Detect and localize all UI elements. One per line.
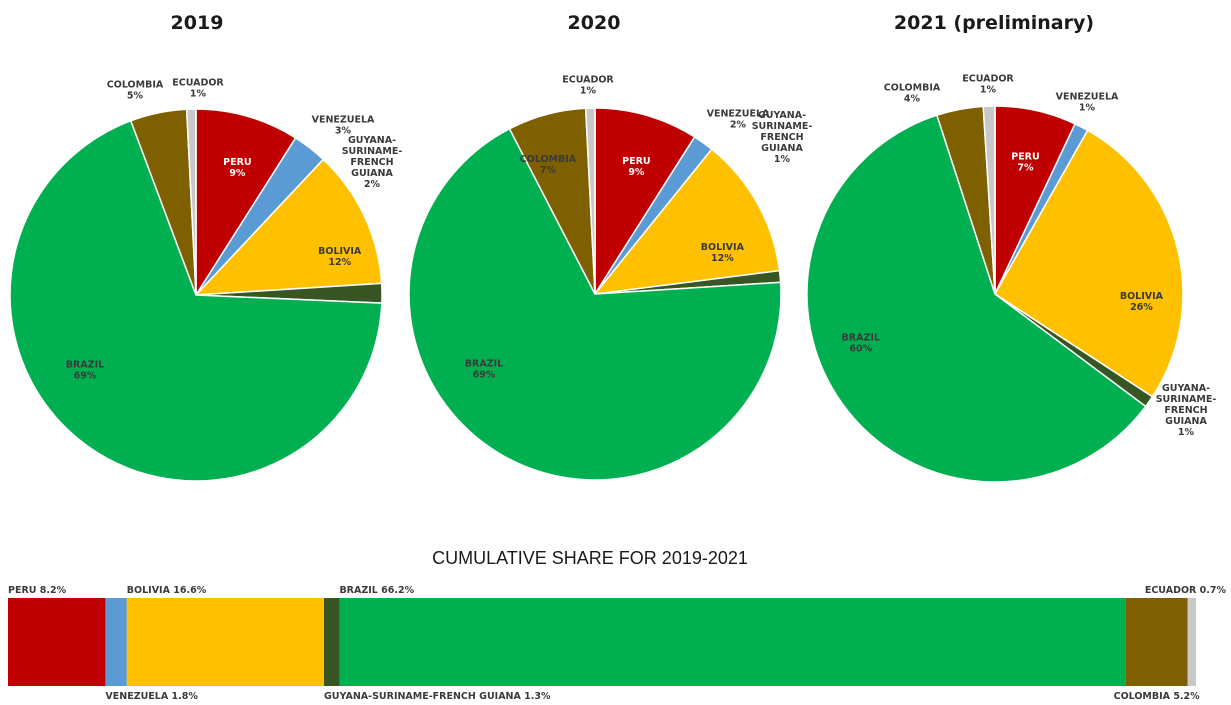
pie-2021: PERU 7% VENEZUELA 1% BOLIVIA 26% GUYANA-SURINA… — [806, 74, 1217, 483]
pie-label-colombia: COLOMBIA 4% — [884, 83, 941, 105]
bar-segment-ecuador — [1187, 598, 1196, 686]
pie-slice-brazil — [806, 114, 1147, 483]
pie-label-ecuador: ECUADOR 1% — [962, 74, 1014, 96]
pie-label-bolivia: BOLIVIA 12% — [318, 246, 362, 268]
pie-label-guyana-suriname-french-guiana: GUYANA-SURINAME-FRENCH GUIANA 2% — [342, 135, 403, 190]
pie-label-peru: PERU 7% — [1011, 152, 1039, 174]
pie-slice-bolivia — [593, 148, 781, 295]
bar-label-colombia: COLOMBIA 5.2% — [1114, 691, 1201, 702]
pie-slice-bolivia — [994, 129, 1184, 398]
bar-label-peru: PERU 8.2% — [8, 585, 67, 596]
pie-slice-ecuador — [185, 108, 197, 296]
bar-label-bolivia: BOLIVIA 16.6% — [127, 585, 207, 596]
pie-2019-title: 2019 — [171, 12, 224, 34]
pie-slice-brazil — [408, 127, 782, 481]
bar-segment-bolivia — [126, 598, 325, 686]
pie-label-colombia: COLOMBIA 7% — [520, 154, 577, 176]
pie-label-guyana-suriname-french-guiana: GUYANA-SURINAME-FRENCH GUIANA 1% — [1156, 383, 1217, 438]
pie-label-bolivia: BOLIVIA 26% — [1120, 291, 1164, 313]
pie-label-brazil: BRAZIL 69% — [465, 358, 503, 380]
bar-label-ecuador: ECUADOR 0.7% — [1145, 585, 1227, 596]
bar-segment-peru — [8, 598, 106, 686]
pie-label-venezuela: VENEZUELA 3% — [312, 115, 375, 137]
pie-2019: PERU 9% VENEZUELA 3% BOLIVIA 12% GUYANA-SURINA… — [9, 78, 403, 482]
bar-segment-brazil — [339, 598, 1126, 686]
pie-label-brazil: BRAZIL 69% — [66, 359, 104, 381]
bar-label-venezuela: VENEZUELA 1.8% — [105, 691, 198, 702]
bar-segment-guyana-suriname-french-guiana — [324, 598, 340, 686]
pie-slice-ecuador — [584, 107, 596, 295]
pie-label-guyana-suriname-french-guiana: GUYANA-SURINAME-FRENCH GUIANA 1% — [752, 110, 813, 165]
pie-slice-peru — [195, 108, 297, 298]
pie-slice-brazil — [9, 119, 383, 482]
pie-slice-peru — [594, 107, 696, 297]
bar-segment-venezuela — [105, 598, 127, 686]
pie-label-venezuela: VENEZUELA 2% — [707, 109, 770, 131]
bar-label-guyana-suriname-french-guiana: GUYANA-SURINAME-FRENCH GUIANA 1.3% — [324, 691, 551, 702]
pie-label-colombia: COLOMBIA 5% — [107, 80, 164, 102]
pie-slice-ecuador — [982, 105, 996, 295]
pie-label-ecuador: ECUADOR 1% — [562, 75, 614, 97]
pie-label-peru: PERU 9% — [223, 157, 251, 179]
pie-2021-title: 2021 (preliminary) — [894, 12, 1094, 34]
pie-label-ecuador: ECUADOR 1% — [172, 78, 224, 100]
pie-2020: PERU 9% VENEZUELA 2% BOLIVIA 12% GUYANA-SURINA… — [408, 75, 813, 481]
pie-label-brazil: BRAZIL 60% — [842, 332, 880, 354]
pie-slice-bolivia — [194, 158, 383, 296]
cumulative-bar-title: CUMULATIVE SHARE FOR 2019-2021 — [432, 548, 748, 568]
pie-label-peru: PERU 9% — [622, 156, 650, 178]
bar-label-brazil: BRAZIL 66.2% — [339, 585, 414, 596]
pie-label-venezuela: VENEZUELA 1% — [1056, 92, 1119, 114]
pie-label-bolivia: BOLIVIA 12% — [701, 242, 745, 264]
cumulative-stacked-bar: PERU 8.2% VENEZUELA 1.8% BOLIVIA 16.6% GUYA… — [8, 585, 1226, 702]
bar-segment-colombia — [1125, 598, 1188, 686]
pie-2020-title: 2020 — [568, 12, 621, 34]
